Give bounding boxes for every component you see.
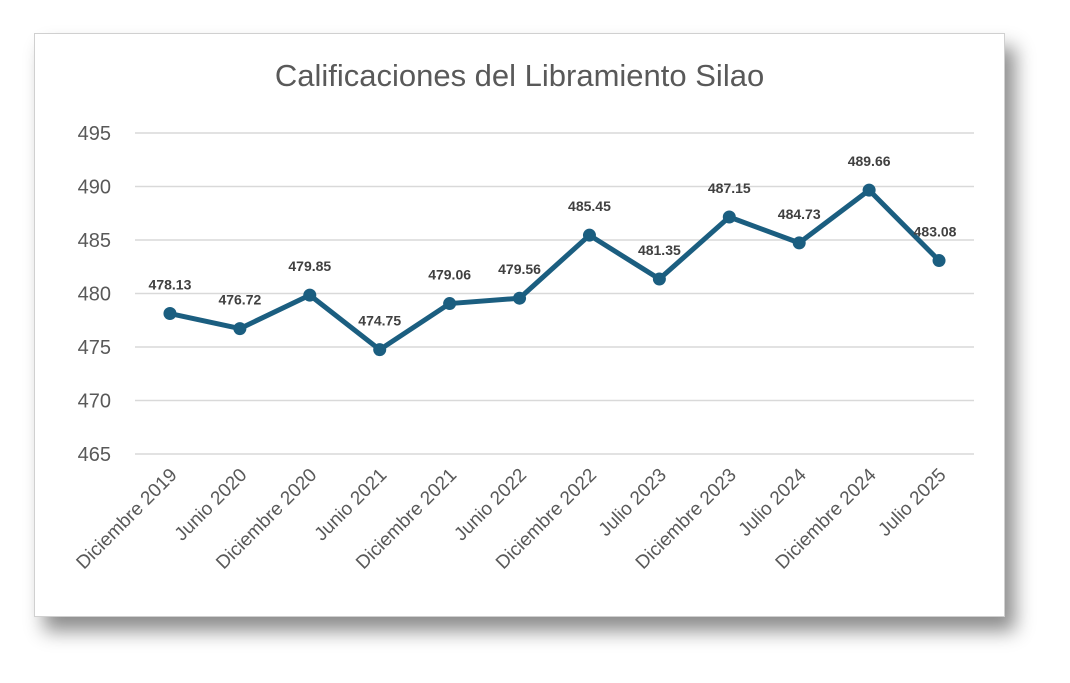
data-label: 479.06 — [428, 267, 471, 283]
y-tick-label: 470 — [78, 391, 111, 413]
data-label: 479.56 — [498, 261, 541, 277]
data-point — [792, 236, 806, 250]
x-tick-label: Julio 2023 — [595, 465, 671, 541]
data-point — [722, 210, 736, 224]
data-point — [233, 322, 247, 336]
data-point — [862, 183, 876, 197]
data-point — [373, 343, 387, 357]
data-point — [582, 228, 596, 242]
line-chart: 465 470 475 480 485 490 495 478.13 476.72 479.85 4… — [73, 123, 974, 574]
chart-title: Calificaciones del Libramiento Silao — [274, 58, 765, 93]
data-label: 484.73 — [778, 206, 821, 222]
data-point — [652, 272, 666, 286]
data-label: 489.66 — [848, 153, 891, 169]
series-line — [167, 187, 942, 353]
data-label: 474.75 — [358, 313, 401, 329]
data-point — [513, 291, 527, 305]
data-label: 478.13 — [149, 277, 192, 293]
data-label: 483.08 — [914, 224, 957, 240]
data-point — [443, 297, 457, 311]
x-tick-label: Julio 2024 — [735, 464, 811, 540]
data-label: 479.85 — [288, 258, 331, 274]
data-label: 476.72 — [218, 292, 261, 308]
x-tick-label: Diciembre 2019 — [73, 465, 182, 574]
y-tick-label: 490 — [78, 177, 111, 199]
chart-card: Calificaciones del Libramiento Silao 465… — [34, 33, 1005, 617]
y-tick-label: 465 — [78, 444, 111, 466]
y-tick-label: 495 — [78, 123, 111, 145]
data-point — [303, 288, 317, 302]
y-tick-label: 480 — [78, 284, 111, 306]
data-label: 481.35 — [638, 242, 681, 258]
data-label: 485.45 — [568, 198, 611, 214]
data-point — [163, 307, 177, 321]
y-tick-label: 485 — [78, 230, 111, 252]
data-label: 487.15 — [708, 180, 751, 196]
y-tick-label: 475 — [78, 337, 111, 359]
data-point — [932, 254, 946, 268]
x-tick-label: Julio 2025 — [874, 465, 950, 541]
